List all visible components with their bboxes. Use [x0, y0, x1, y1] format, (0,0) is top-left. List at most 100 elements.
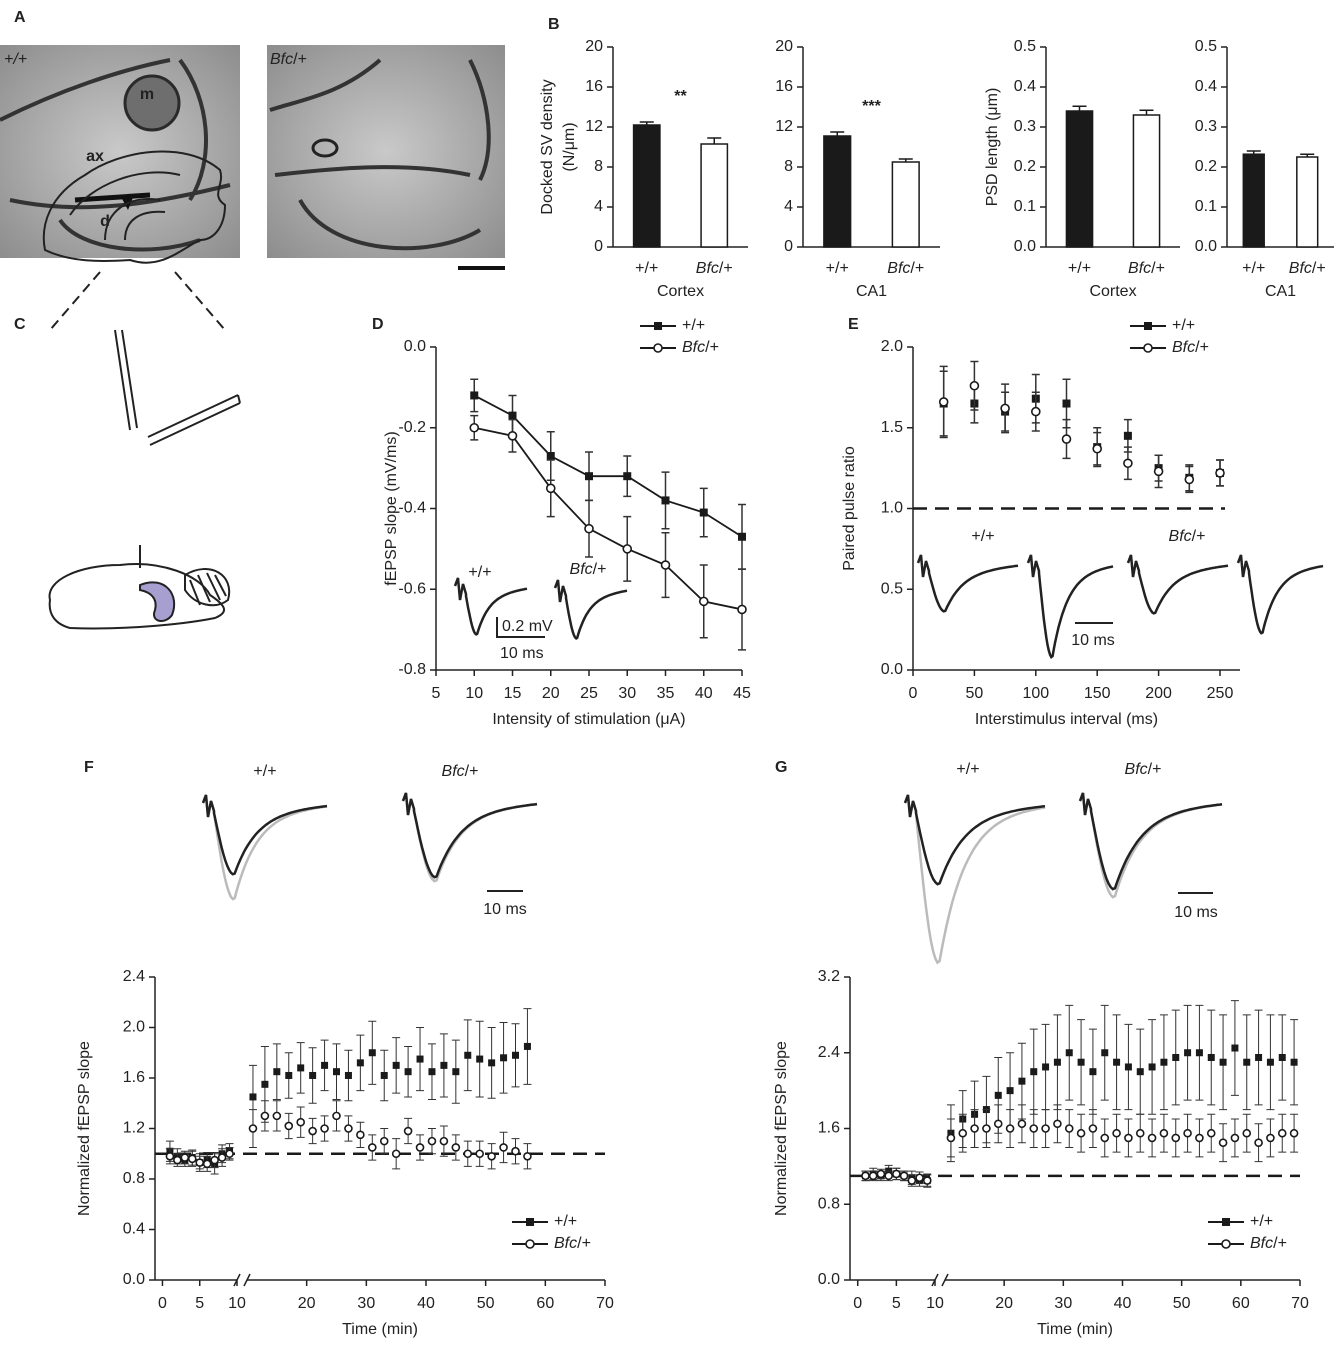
marker [1255, 1053, 1263, 1061]
x-tick-label: 45 [733, 685, 751, 702]
micrograph-annotation: ax [86, 148, 104, 165]
inset-label: +/+ [468, 564, 491, 581]
error-bar [1139, 109, 1154, 115]
marker [1184, 1049, 1192, 1057]
x-tick-label: 50 [1173, 1295, 1191, 1312]
y-tick-label: 0.5 [1195, 38, 1217, 55]
y-tick-label: -0.2 [398, 419, 426, 436]
marker [308, 1126, 317, 1136]
y-tick-label: 0.0 [1195, 238, 1217, 255]
legend-label: Bfc/+ [682, 339, 719, 356]
bar [700, 143, 729, 248]
marker [958, 1128, 968, 1138]
marker [379, 1136, 389, 1146]
trace [916, 554, 1019, 613]
inset-label: +/+ [253, 763, 276, 780]
panel-label: C [14, 316, 26, 333]
significance: *** [862, 98, 881, 115]
x-tick-label: Bfc/+ [887, 260, 924, 277]
marker [1243, 1058, 1251, 1066]
marker [1218, 1138, 1228, 1148]
marker [907, 1176, 917, 1185]
marker [512, 1051, 519, 1059]
marker [464, 1051, 472, 1059]
marker [428, 1068, 436, 1076]
marker [922, 1176, 932, 1185]
marker [1061, 434, 1072, 444]
marker [884, 1171, 893, 1181]
marker [344, 1071, 352, 1079]
y-tick-label: 0.1 [1014, 198, 1036, 215]
panel-label: B [548, 16, 560, 33]
y-tick-label: 0.0 [123, 1271, 145, 1288]
legend-marker [654, 322, 662, 330]
marker [993, 1119, 1003, 1129]
inset-label: Bfc/+ [1169, 528, 1206, 545]
y-tick-label: 0.0 [404, 338, 426, 355]
marker [440, 1061, 448, 1069]
marker [1277, 1128, 1287, 1138]
scale-label: 10 ms [500, 645, 544, 662]
y-tick-label: 4 [594, 198, 603, 215]
marker [1112, 1128, 1121, 1138]
y-axis-label: Normalized fEPSP slope [76, 1041, 93, 1216]
marker [546, 452, 555, 461]
marker [217, 1153, 227, 1162]
legend-marker [1143, 343, 1153, 353]
x-tick-label: 5 [432, 685, 441, 702]
x-tick-label: 70 [1291, 1295, 1309, 1312]
marker [427, 1136, 437, 1146]
x-tick-label: 40 [1114, 1295, 1132, 1312]
y-tick-label: 0.3 [1014, 118, 1036, 135]
trace [1026, 554, 1114, 659]
x-axis-label: Interstimulus interval (ms) [975, 711, 1158, 728]
y-tick-label: 12 [585, 118, 603, 135]
scale-label: 10 ms [1071, 632, 1115, 649]
marker [1062, 399, 1071, 408]
x-axis-label: Intensity of stimulation (μA) [492, 711, 685, 728]
y-tick-label: 0.5 [881, 580, 903, 597]
marker [321, 1061, 329, 1069]
group-label: Cortex [657, 283, 704, 300]
marker [309, 1071, 317, 1079]
marker [1113, 1058, 1121, 1066]
marker [1230, 1133, 1240, 1143]
group-label: CA1 [1265, 283, 1296, 300]
marker [1031, 406, 1041, 417]
y-tick-label: 0.5 [1014, 38, 1036, 55]
marker [1042, 1063, 1050, 1071]
y-tick-label: 16 [585, 78, 603, 95]
marker [285, 1071, 293, 1079]
marker [173, 1155, 182, 1165]
marker [1006, 1087, 1014, 1095]
marker [892, 1169, 901, 1179]
x-tick-label: 15 [504, 685, 522, 702]
marker [661, 496, 670, 505]
x-tick-label: Bfc/+ [1289, 260, 1326, 277]
marker [475, 1149, 485, 1159]
y-tick-label: 1.6 [818, 1120, 840, 1137]
legend-label: +/+ [554, 1213, 577, 1230]
x-tick-label: +/+ [1068, 260, 1091, 277]
inset-label: Bfc/+ [570, 561, 607, 578]
marker [1266, 1058, 1274, 1066]
series-line [473, 394, 743, 538]
marker [380, 1071, 388, 1079]
marker [180, 1153, 190, 1162]
scale-label: 10 ms [483, 901, 527, 918]
group-label: CA1 [856, 283, 887, 300]
y-tick-label: 0.3 [1195, 118, 1217, 135]
x-tick-label: 10 [465, 685, 483, 702]
y-tick-label: 0.0 [1014, 238, 1036, 255]
marker [994, 1091, 1002, 1099]
marker [1101, 1049, 1109, 1057]
marker [392, 1061, 400, 1069]
legend-label: Bfc/+ [554, 1235, 591, 1252]
trace [903, 794, 1046, 886]
marker [1147, 1133, 1157, 1143]
marker [507, 431, 518, 441]
marker [1018, 1077, 1026, 1085]
legend-label: +/+ [1250, 1213, 1273, 1230]
x-tick-label: 10 [228, 1295, 246, 1312]
marker [332, 1111, 341, 1121]
